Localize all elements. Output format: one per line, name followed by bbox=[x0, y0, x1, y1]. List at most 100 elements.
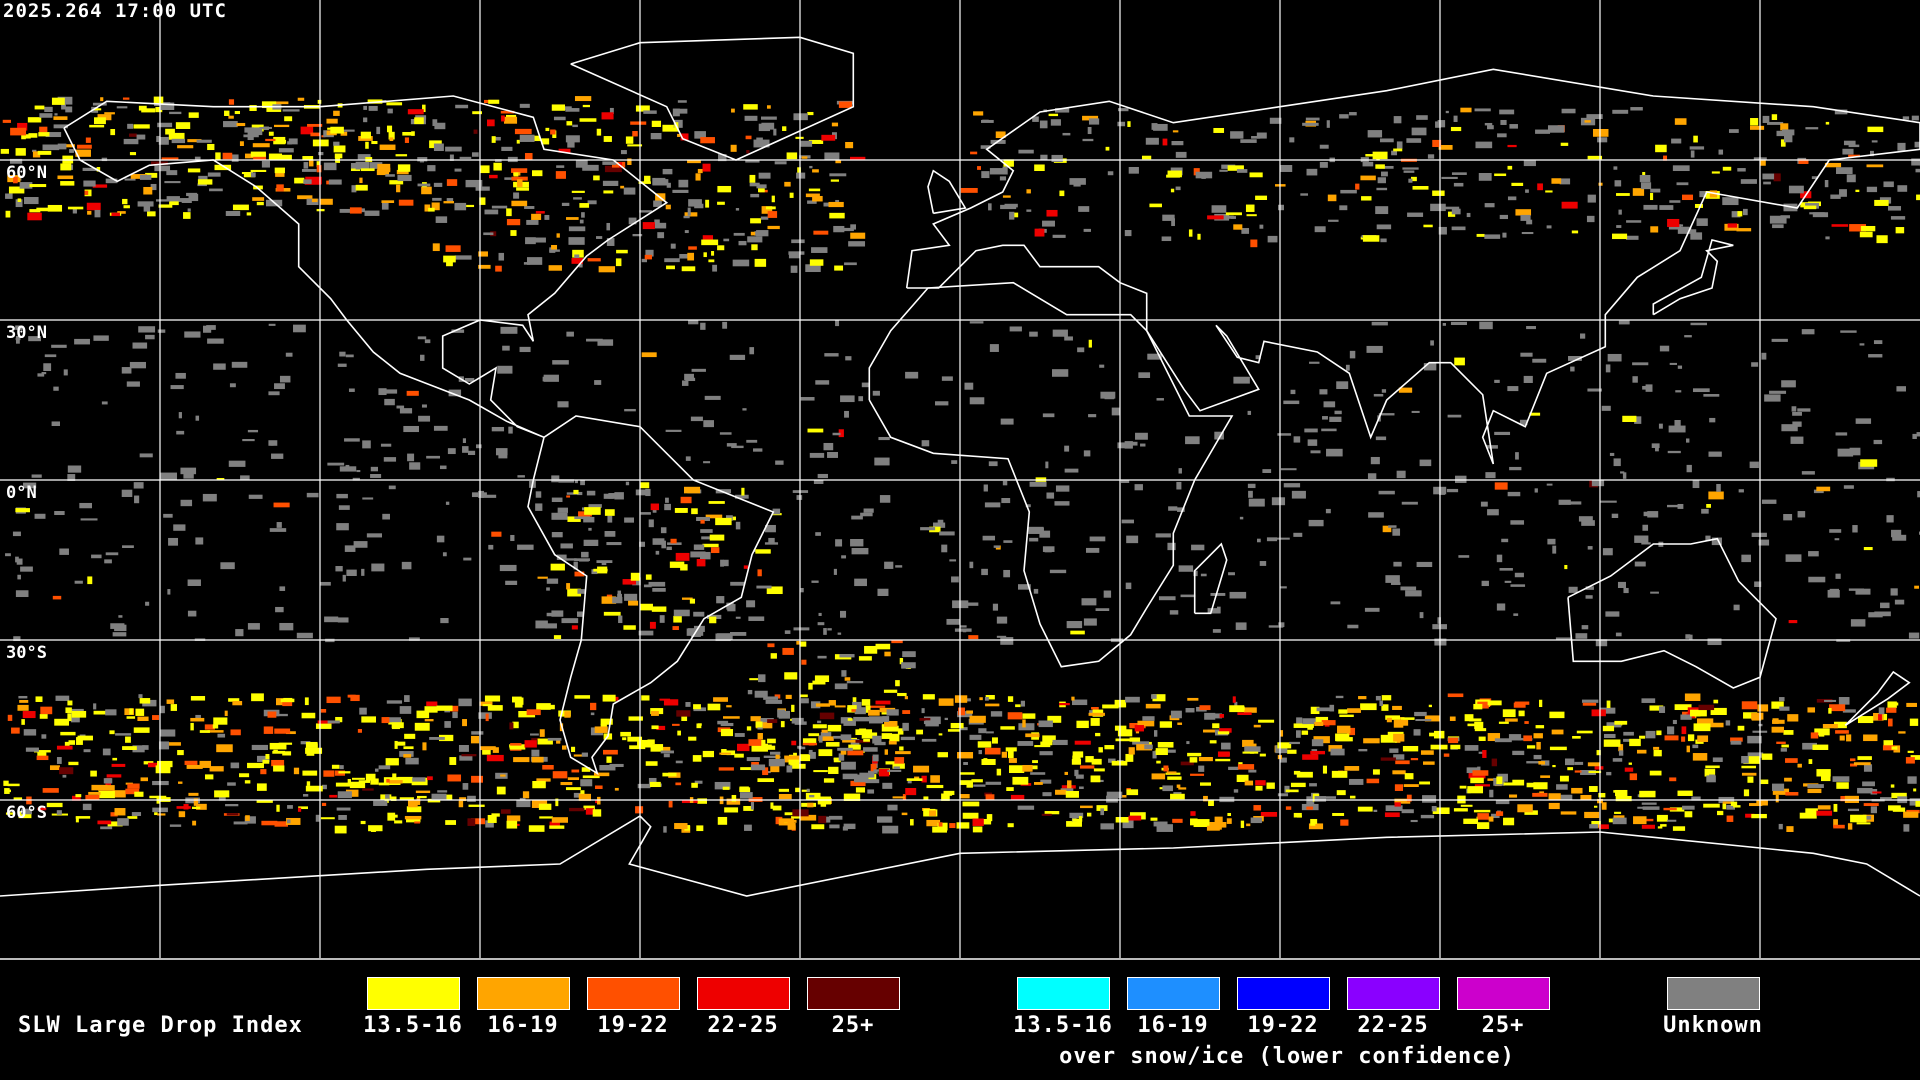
slw-pixel-cluster bbox=[1491, 758, 1498, 767]
slw-pixel-cluster bbox=[1203, 795, 1208, 802]
slw-pixel-cluster bbox=[268, 323, 276, 326]
slw-pixel-cluster bbox=[782, 126, 787, 131]
slw-pixel-cluster bbox=[761, 116, 777, 120]
slw-pixel-cluster bbox=[1821, 774, 1831, 782]
slw-pixel-cluster bbox=[951, 576, 959, 583]
slw-pixel-cluster bbox=[687, 207, 691, 216]
slw-pixel-cluster bbox=[1843, 485, 1854, 489]
slw-pixel-cluster bbox=[15, 148, 26, 156]
slw-pixel-cluster bbox=[333, 110, 340, 116]
slw-pixel-cluster bbox=[1406, 138, 1422, 143]
slw-pixel-cluster bbox=[1040, 741, 1053, 746]
slw-pixel-cluster bbox=[1315, 716, 1329, 723]
slw-pixel-cluster bbox=[93, 710, 109, 715]
slw-pixel-cluster bbox=[262, 759, 270, 764]
slw-pixel-cluster bbox=[1620, 471, 1625, 474]
slw-pixel-cluster bbox=[1431, 806, 1437, 812]
slw-pixel-cluster bbox=[224, 110, 230, 116]
legend-snow-ice-caption: over snow/ice (lower confidence) bbox=[1059, 1044, 1515, 1069]
slw-pixel-cluster bbox=[384, 798, 389, 803]
slw-pixel-cluster bbox=[828, 201, 844, 208]
slw-pixel-cluster bbox=[1306, 168, 1318, 176]
slw-pixel-cluster bbox=[368, 105, 378, 111]
slw-pixel-cluster bbox=[3, 780, 9, 786]
slw-pixel-cluster bbox=[783, 819, 797, 823]
slw-pixel-cluster bbox=[250, 127, 263, 136]
slw-pixel-cluster bbox=[884, 651, 891, 657]
slw-pixel-cluster bbox=[1629, 773, 1638, 781]
slw-pixel-cluster bbox=[1656, 814, 1668, 822]
slw-pixel-cluster bbox=[303, 179, 312, 184]
slw-pixel-cluster bbox=[45, 132, 62, 138]
slw-pixel-cluster bbox=[889, 733, 900, 742]
slw-pixel-cluster bbox=[959, 772, 975, 775]
slw-pixel-cluster bbox=[103, 778, 113, 784]
slw-pixel-cluster bbox=[274, 101, 289, 105]
slw-pixel-cluster bbox=[1495, 811, 1504, 816]
slw-pixel-cluster bbox=[790, 763, 806, 769]
slw-pixel-cluster bbox=[1277, 793, 1289, 797]
slw-pixel-cluster bbox=[900, 736, 915, 741]
slw-pixel-cluster bbox=[966, 710, 974, 714]
slw-pixel-cluster bbox=[664, 258, 680, 263]
slw-pixel-cluster bbox=[109, 730, 115, 735]
slw-pixel-cluster bbox=[938, 733, 943, 736]
slw-pixel-cluster bbox=[365, 141, 369, 149]
slw-pixel-cluster bbox=[1424, 715, 1440, 722]
slw-pixel-cluster bbox=[25, 747, 39, 752]
slw-pixel-cluster bbox=[501, 115, 505, 122]
slw-pixel-cluster bbox=[1423, 761, 1435, 765]
slw-pixel-cluster bbox=[651, 711, 659, 716]
slw-pixel-cluster bbox=[1152, 751, 1157, 759]
slw-pixel-cluster bbox=[854, 707, 866, 715]
slw-pixel-cluster bbox=[1048, 113, 1059, 117]
slw-pixel-cluster bbox=[116, 106, 128, 109]
slw-pixel-cluster bbox=[824, 152, 840, 160]
slw-pixel-cluster bbox=[1582, 702, 1597, 706]
slw-pixel-cluster bbox=[1128, 441, 1138, 446]
slw-pixel-cluster bbox=[517, 475, 525, 478]
slw-pixel-cluster bbox=[844, 262, 857, 266]
slw-pixel-cluster bbox=[738, 240, 747, 246]
slw-pixel-cluster bbox=[1253, 805, 1262, 811]
slw-pixel-cluster bbox=[809, 795, 815, 798]
slw-pixel-cluster bbox=[1074, 769, 1079, 777]
slw-pixel-cluster bbox=[1813, 489, 1824, 494]
slw-pixel-cluster bbox=[1737, 211, 1743, 217]
slw-pixel-cluster bbox=[183, 471, 194, 479]
slw-pixel-cluster bbox=[462, 438, 466, 444]
slw-pixel-cluster bbox=[122, 746, 137, 750]
slw-pixel-cluster bbox=[100, 826, 113, 830]
slw-pixel-cluster bbox=[272, 750, 286, 754]
slw-pixel-cluster bbox=[34, 513, 46, 519]
slw-pixel-cluster bbox=[1159, 787, 1163, 790]
slw-pixel-cluster bbox=[551, 104, 566, 111]
slw-pixel-cluster bbox=[1085, 547, 1100, 553]
slw-pixel-cluster bbox=[1489, 789, 1494, 798]
slw-pixel-cluster bbox=[1667, 819, 1677, 822]
slw-pixel-cluster bbox=[339, 765, 344, 770]
slw-pixel-cluster bbox=[1137, 720, 1155, 727]
slw-pixel-cluster bbox=[1441, 176, 1458, 180]
slw-pixel-cluster bbox=[1090, 775, 1101, 783]
slw-pixel-cluster bbox=[1576, 730, 1593, 734]
slw-pixel-cluster bbox=[1667, 504, 1680, 508]
slw-pixel-cluster bbox=[1887, 701, 1897, 708]
slw-pixel-cluster bbox=[648, 777, 657, 786]
slw-pixel-cluster bbox=[1643, 818, 1654, 822]
slw-pixel-cluster bbox=[1552, 764, 1556, 768]
slw-pixel-cluster bbox=[643, 584, 652, 588]
slw-pixel-cluster bbox=[424, 204, 431, 212]
slw-pixel-cluster bbox=[51, 421, 61, 427]
slw-pixel-cluster bbox=[51, 97, 65, 105]
slw-pixel-cluster bbox=[757, 733, 763, 740]
slw-pixel-cluster bbox=[1529, 412, 1541, 416]
slw-pixel-cluster bbox=[1347, 708, 1361, 713]
slw-pixel-cluster bbox=[86, 202, 101, 211]
slw-pixel-cluster bbox=[809, 259, 824, 266]
slw-pixel-cluster bbox=[1634, 535, 1649, 543]
slw-pixel-cluster bbox=[1034, 782, 1043, 785]
slw-pixel-cluster bbox=[159, 102, 175, 111]
slw-pixel-cluster bbox=[674, 823, 688, 830]
slw-pixel-cluster bbox=[165, 128, 175, 135]
